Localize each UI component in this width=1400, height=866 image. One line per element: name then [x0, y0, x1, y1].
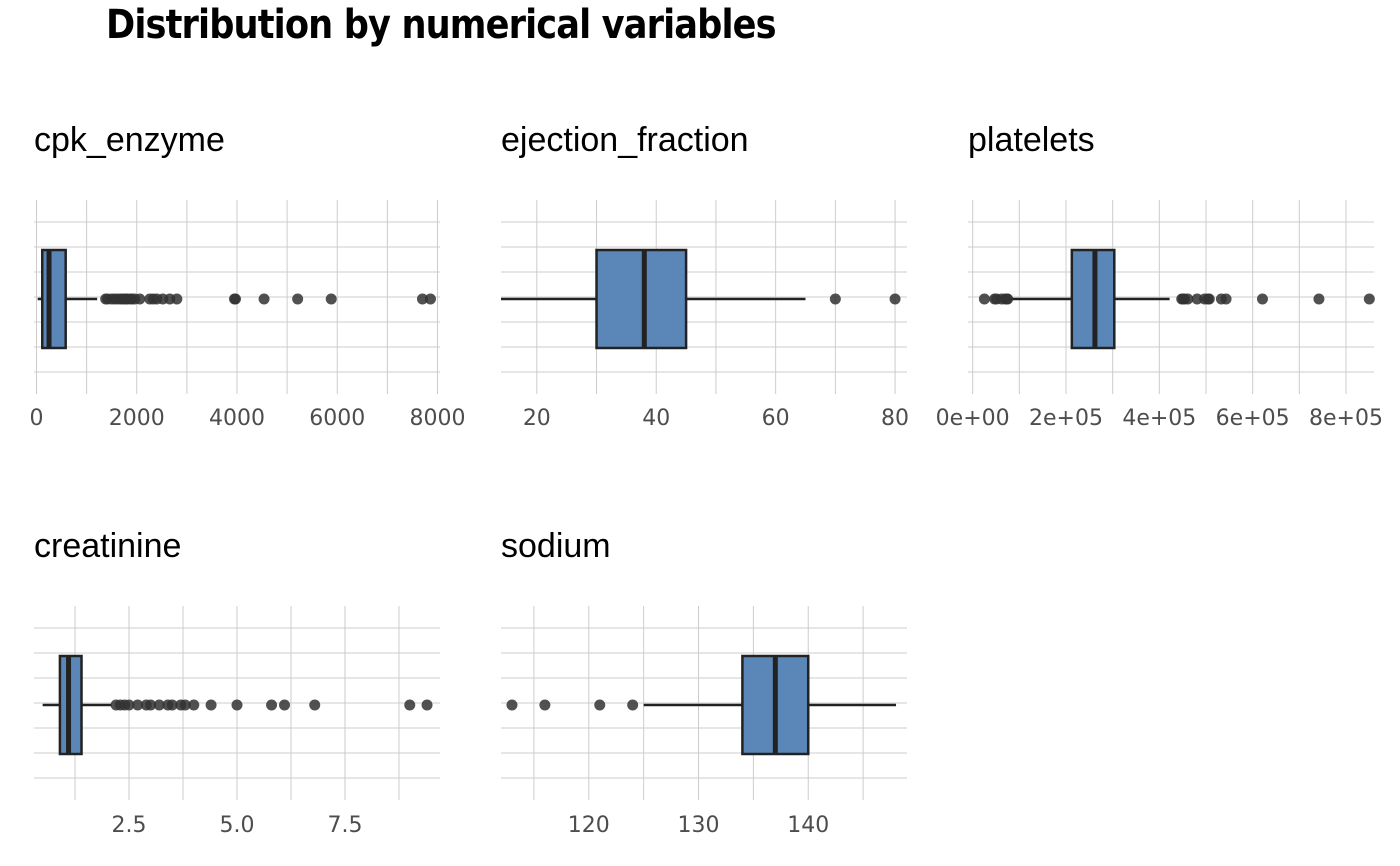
outlier-point: [627, 699, 639, 711]
outlier-point: [205, 699, 217, 711]
tick-label: 4e+05: [1122, 406, 1196, 431]
outlier-point: [188, 699, 200, 711]
outlier-point: [1313, 293, 1325, 305]
outlier-point: [416, 293, 428, 305]
tick-label: 0: [30, 406, 44, 431]
outlier-point: [153, 699, 165, 711]
outlier-point: [145, 699, 157, 711]
outlier-point: [404, 699, 416, 711]
outlier-point: [309, 699, 321, 711]
panel-creatinine: creatinine 2.5 5.0 7.5: [34, 527, 440, 838]
outlier-point: [539, 699, 551, 711]
tick-label: 8e+05: [1309, 406, 1383, 431]
outlier-point: [171, 293, 183, 305]
outlier-point: [424, 293, 436, 305]
box-iqr: [595, 248, 688, 350]
tick-label: 8000: [409, 406, 465, 431]
outlier-point: [506, 699, 518, 711]
outlier-point: [1363, 293, 1375, 305]
tick-label: 80: [881, 406, 909, 431]
outlier-point: [134, 293, 146, 305]
outlier-point: [231, 699, 243, 711]
outlier-point: [421, 699, 433, 711]
tick-label: 0e+00: [936, 406, 1010, 431]
outlier-point: [166, 699, 178, 711]
outlier-point: [179, 699, 191, 711]
tick-label: 120: [568, 813, 610, 838]
tick-label: 20: [523, 406, 551, 431]
outlier-point: [123, 699, 135, 711]
outlier-point: [1002, 293, 1014, 305]
tick-label: 7.5: [327, 813, 362, 838]
tick-label: 60: [762, 406, 790, 431]
outlier-point: [1203, 293, 1215, 305]
panel-title: creatinine: [34, 527, 181, 565]
outlier-point: [279, 699, 291, 711]
panel-sodium: sodium 120 130 140: [501, 527, 907, 838]
tick-label: 6e+05: [1216, 406, 1290, 431]
tick-label: 5.0: [220, 813, 255, 838]
outlier-point: [1220, 293, 1232, 305]
tick-label: 2000: [109, 406, 165, 431]
outlier-point: [829, 293, 841, 305]
outlier-point: [132, 699, 144, 711]
panel-cpk_enzyme: cpk_enzyme 0 2000 4000 6000 8000: [30, 121, 466, 431]
panel-title: platelets: [968, 121, 1095, 159]
outlier-point: [258, 293, 270, 305]
outlier-point: [1256, 293, 1268, 305]
tick-label: 6000: [309, 406, 365, 431]
tick-label: 130: [678, 813, 720, 838]
outlier-point: [229, 293, 241, 305]
outlier-point: [266, 699, 278, 711]
panel-title: cpk_enzyme: [34, 121, 225, 159]
outlier-point: [594, 699, 606, 711]
tick-label: 4000: [209, 406, 265, 431]
tick-label: 140: [787, 813, 829, 838]
outlier-point: [1182, 293, 1194, 305]
panel-platelets: platelets 0e+00 2e+05 4e+05 6e+05 8e+05: [936, 121, 1383, 431]
panel-title: sodium: [501, 527, 611, 565]
outlier-point: [325, 293, 337, 305]
panel-ejection_fraction: ejection_fraction 20 40 60 80: [501, 121, 909, 431]
outlier-point: [889, 293, 901, 305]
box-iqr: [41, 248, 67, 350]
tick-label: 40: [642, 406, 670, 431]
tick-label: 2e+05: [1029, 406, 1103, 431]
tick-label: 2.5: [112, 813, 147, 838]
outlier-point: [292, 293, 304, 305]
page-title: Distribution by numerical variables: [106, 2, 777, 48]
outlier-point: [978, 293, 990, 305]
panel-title: ejection_fraction: [501, 121, 749, 159]
